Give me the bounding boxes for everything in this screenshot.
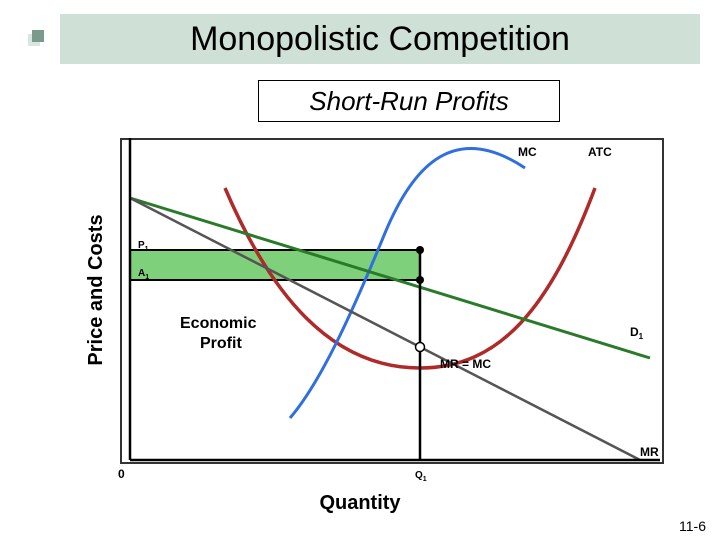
d-label: D1 bbox=[630, 325, 644, 341]
mc-label: MC bbox=[518, 145, 537, 159]
atc-label: ATC bbox=[588, 145, 612, 159]
origin-label: 0 bbox=[118, 467, 125, 481]
dot-p1 bbox=[416, 246, 424, 254]
bullet-icon bbox=[28, 30, 46, 48]
y-axis-label: Price and Costs bbox=[85, 190, 108, 390]
subtitle-box: Short-Run Profits bbox=[258, 80, 560, 122]
q1-label: Q1 bbox=[415, 470, 427, 483]
title-band: Monopolistic Competition bbox=[60, 14, 700, 64]
mr-label: MR bbox=[640, 445, 659, 459]
page-number: 11-6 bbox=[679, 518, 706, 534]
slide-root: Monopolistic Competition Short-Run Profi… bbox=[0, 0, 720, 540]
dot-mrmc bbox=[416, 343, 425, 352]
econ-profit-label-1: Economic bbox=[180, 315, 257, 332]
x-axis-label: Quantity bbox=[0, 492, 720, 515]
subtitle-text: Short-Run Profits bbox=[309, 86, 508, 117]
econ-profit-label-2: Profit bbox=[200, 335, 242, 352]
chart-svg: MC ATC D1 MR MR = MC Economic Profit P1 … bbox=[120, 138, 660, 483]
slide-title: Monopolistic Competition bbox=[190, 20, 570, 59]
dot-a1 bbox=[416, 276, 424, 284]
mrmc-label: MR = MC bbox=[440, 357, 491, 371]
